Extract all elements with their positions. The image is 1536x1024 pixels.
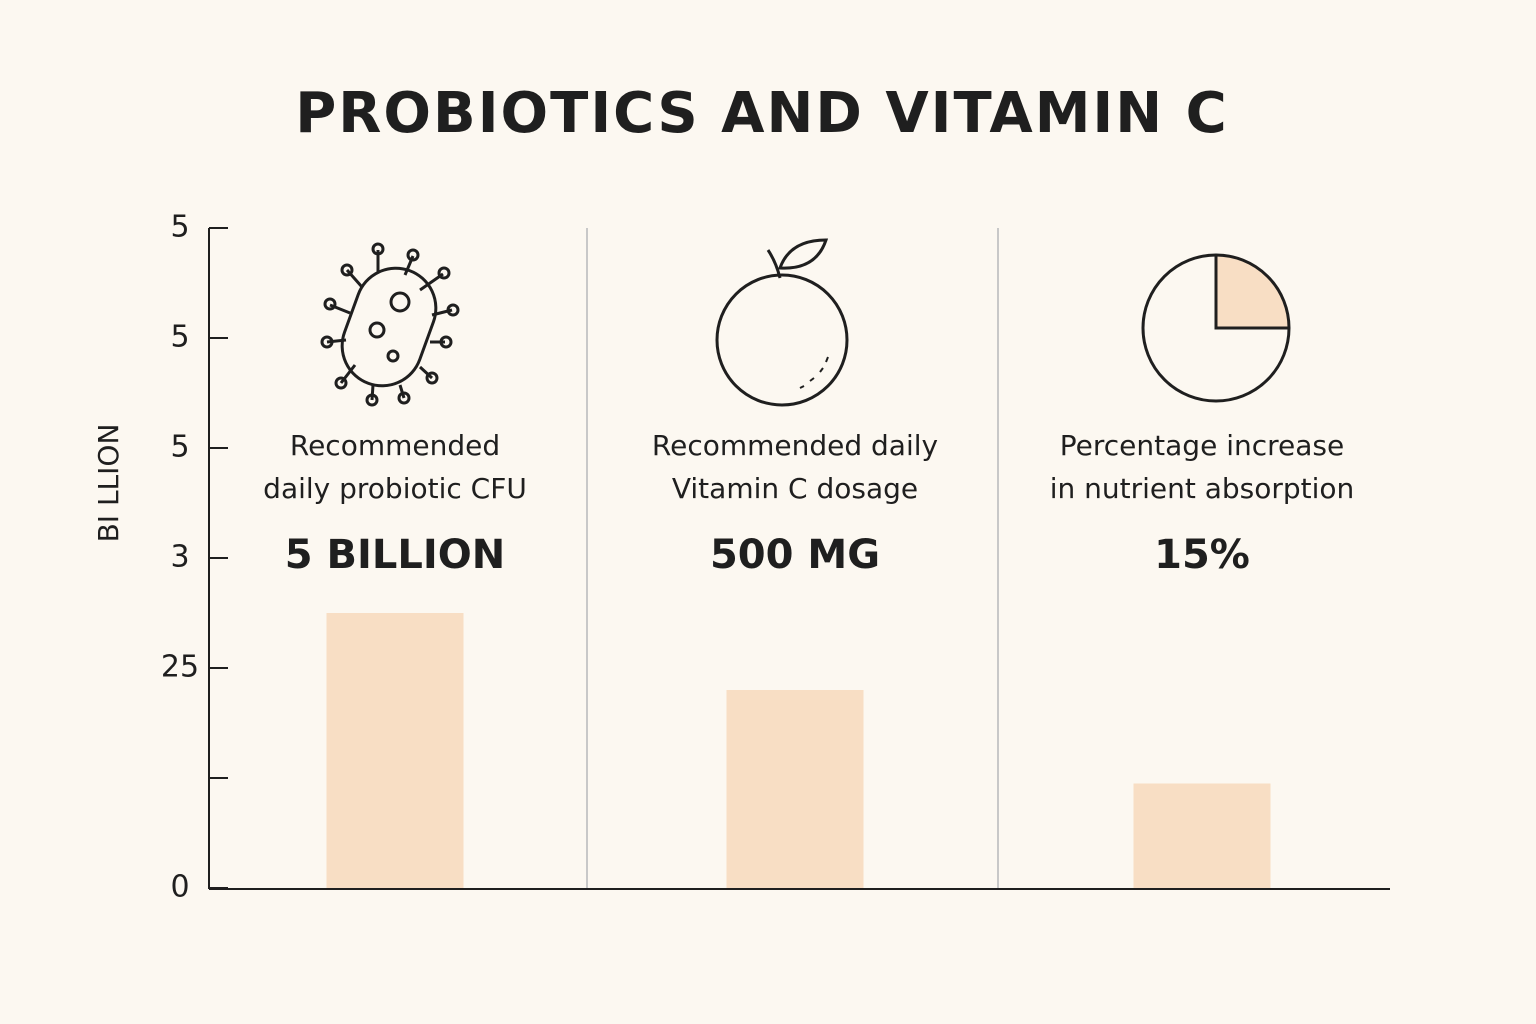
orange-icon xyxy=(715,238,849,407)
category-label: in nutrient absorption xyxy=(1050,472,1355,505)
category-label: daily probiotic CFU xyxy=(263,472,527,505)
category-label: Recommended daily xyxy=(652,429,938,462)
y-tick-label: 3 xyxy=(170,540,189,575)
bar xyxy=(726,690,864,888)
category-label: Vitamin C dosage xyxy=(672,472,918,505)
bar xyxy=(1133,783,1271,888)
bar xyxy=(326,613,464,888)
bacterium-icon xyxy=(320,242,460,407)
headline: 500 MG xyxy=(710,532,880,578)
y-tick-label: 5 xyxy=(170,320,189,355)
headline: 5 BILLION xyxy=(285,532,505,578)
y-tick-label: 5 xyxy=(170,210,189,245)
pie-icon xyxy=(1141,253,1291,403)
y-tick-label: 25 xyxy=(161,650,199,685)
chart-title: PROBIOTICS AND VITAMIN C xyxy=(295,81,1228,146)
y-axis-label: BI LLION xyxy=(92,424,125,543)
category-label: Percentage increase xyxy=(1060,429,1344,462)
y-tick-label: 0 xyxy=(170,870,189,905)
category-label: Recommended xyxy=(290,429,500,462)
y-tick-label: 5 xyxy=(170,430,189,465)
headline: 15% xyxy=(1154,532,1250,578)
